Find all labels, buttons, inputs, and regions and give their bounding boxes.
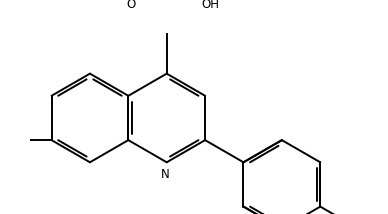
Text: O: O	[126, 0, 135, 11]
Text: N: N	[161, 168, 170, 181]
Text: OH: OH	[201, 0, 219, 11]
